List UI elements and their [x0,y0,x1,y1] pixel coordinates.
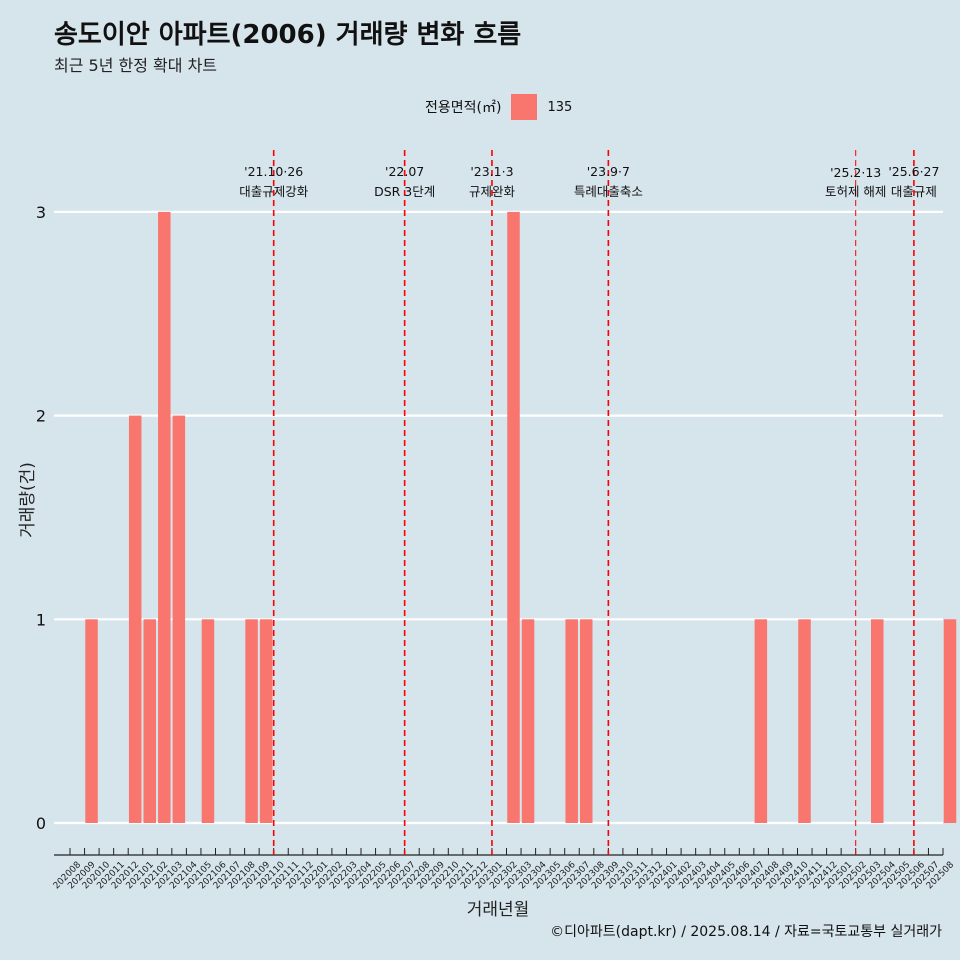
bar [521,619,535,823]
y-axis-title: 거래량(건) [18,462,38,538]
bar [580,619,593,823]
event-name-label: 대출규제강화 [239,184,309,199]
bar [172,415,186,823]
bar [85,619,98,823]
chart-title: 송도이안 아파트(2006) 거래량 변화 흐름 [54,20,522,50]
bar [798,619,811,823]
y-tick-label: 1 [36,610,46,629]
event-date-label: '25.2·13 [830,165,881,180]
event-date-label: '23.9·7 [587,164,630,179]
bar [565,619,578,823]
legend: 전용면적(㎡) 135 [425,93,572,121]
x-axis-title: 거래년월 [467,900,530,920]
bar [507,211,520,823]
bar [128,415,142,823]
y-tick-label: 3 [36,203,46,222]
bar [143,619,156,823]
bar [259,619,273,823]
event-date-label: '23.1·3 [470,164,513,179]
chart-subtitle: 최근 5년 한정 확대 차트 [54,56,218,75]
event-date-label: '21.10·26 [244,164,303,179]
bar [943,619,957,823]
y-tick-label: 0 [36,814,46,833]
legend-title: 전용면적(㎡) [425,100,502,116]
bar [158,211,171,823]
legend-swatch [511,94,538,120]
event-date-label: '25.6·27 [888,164,939,179]
legend-label: 135 [547,99,573,115]
y-tick-label: 2 [36,407,46,426]
bar [871,619,884,823]
event-date-label: '22.07 [385,164,424,179]
event-name-label: 토허제 해제 [825,184,886,199]
bar [754,619,768,823]
event-name-label: DSR 3단계 [374,184,435,199]
bar [245,619,258,823]
bar [201,619,215,823]
event-name-label: 규제완화 [469,184,516,199]
event-name-label: 대출규제 [891,184,937,199]
source-caption: ©디아파트(dapt.kr) / 2025.08.14 / 자료=국토교통부 실… [550,924,942,940]
event-name-label: 특례대출축소 [574,184,643,199]
